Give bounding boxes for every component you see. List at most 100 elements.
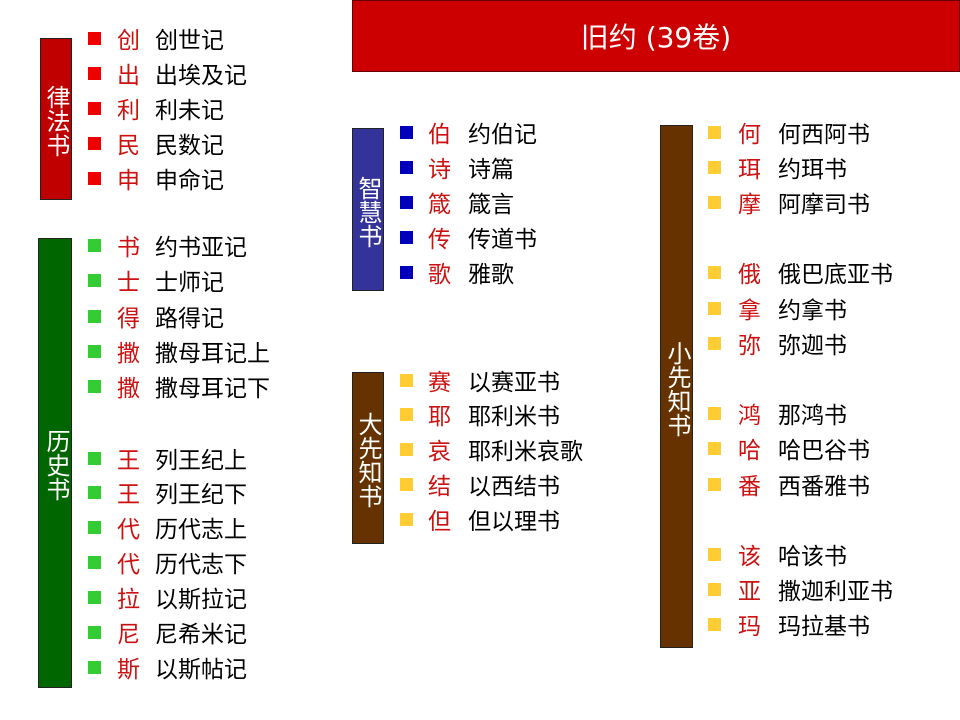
square-bullet-icon: [708, 196, 721, 209]
square-bullet-icon: [708, 583, 721, 596]
book-name: 以斯帖记: [155, 657, 247, 683]
book-abbreviation: 亚: [738, 579, 761, 605]
book-abbreviation: 拉: [117, 587, 140, 613]
book-abbreviation: 斯: [117, 657, 140, 683]
book-name: 耶利米书: [468, 404, 560, 430]
book-abbreviation: 申: [117, 168, 140, 194]
book-name: 西番雅书: [778, 474, 870, 500]
book-abbreviation: 箴: [428, 192, 451, 218]
book-name: 撒母耳记下: [155, 376, 270, 402]
category-label: 历史书: [38, 238, 72, 688]
book-name: 士师记: [155, 270, 224, 296]
book-abbreviation: 创: [117, 28, 140, 54]
book-abbreviation: 利: [117, 98, 140, 124]
book-abbreviation: 士: [117, 270, 140, 296]
book-name: 列王纪下: [155, 482, 247, 508]
square-bullet-icon: [708, 126, 721, 139]
book-name: 约拿书: [778, 298, 847, 324]
book-name: 利未记: [155, 98, 224, 124]
book-abbreviation: 但: [428, 509, 451, 535]
book-abbreviation: 该: [738, 544, 761, 570]
category-label: 大先知书: [352, 372, 384, 544]
book-abbreviation: 摩: [738, 192, 761, 218]
square-bullet-icon: [88, 172, 101, 185]
book-abbreviation: 得: [117, 306, 140, 332]
book-abbreviation: 尼: [117, 622, 140, 648]
book-name: 哈该书: [778, 544, 847, 570]
book-abbreviation: 赛: [428, 370, 451, 396]
book-abbreviation: 民: [117, 133, 140, 159]
book-name: 出埃及记: [155, 63, 247, 89]
book-abbreviation: 俄: [738, 262, 761, 288]
square-bullet-icon: [88, 137, 101, 150]
book-abbreviation: 书: [117, 235, 140, 261]
book-abbreviation: 珥: [738, 157, 761, 183]
book-abbreviation: 玛: [738, 614, 761, 640]
square-bullet-icon: [708, 478, 721, 491]
book-name: 但以理书: [468, 509, 560, 535]
book-abbreviation: 哀: [428, 439, 451, 465]
book-name: 申命记: [155, 168, 224, 194]
square-bullet-icon: [88, 310, 101, 323]
book-name: 列王纪上: [155, 448, 247, 474]
square-bullet-icon: [708, 618, 721, 631]
square-bullet-icon: [88, 521, 101, 534]
square-bullet-icon: [708, 302, 721, 315]
book-name: 何西阿书: [778, 122, 870, 148]
book-abbreviation: 歌: [428, 262, 451, 288]
book-name: 历代志下: [155, 552, 247, 578]
square-bullet-icon: [88, 661, 101, 674]
square-bullet-icon: [708, 442, 721, 455]
book-abbreviation: 王: [117, 448, 140, 474]
book-name: 撒迦利亚书: [778, 579, 893, 605]
square-bullet-icon: [88, 556, 101, 569]
book-name: 诗篇: [468, 157, 514, 183]
book-name: 尼希米记: [155, 622, 247, 648]
book-abbreviation: 何: [738, 122, 761, 148]
book-name: 传道书: [468, 227, 537, 253]
book-abbreviation: 鸿: [738, 403, 761, 429]
book-name: 约书亚记: [155, 235, 247, 261]
book-name: 那鸿书: [778, 403, 847, 429]
square-bullet-icon: [400, 126, 413, 139]
book-abbreviation: 王: [117, 482, 140, 508]
book-name: 以西结书: [468, 474, 560, 500]
square-bullet-icon: [708, 407, 721, 420]
book-abbreviation: 诗: [428, 157, 451, 183]
square-bullet-icon: [88, 239, 101, 252]
book-abbreviation: 结: [428, 474, 451, 500]
book-name: 历代志上: [155, 517, 247, 543]
square-bullet-icon: [88, 591, 101, 604]
book-abbreviation: 撒: [117, 376, 140, 402]
square-bullet-icon: [88, 380, 101, 393]
square-bullet-icon: [708, 266, 721, 279]
book-name: 耶利米哀歌: [468, 439, 583, 465]
square-bullet-icon: [88, 32, 101, 45]
book-abbreviation: 耶: [428, 404, 451, 430]
book-name: 民数记: [155, 133, 224, 159]
book-name: 雅歌: [468, 262, 514, 288]
square-bullet-icon: [400, 478, 413, 491]
square-bullet-icon: [88, 626, 101, 639]
square-bullet-icon: [88, 486, 101, 499]
book-name: 哈巴谷书: [778, 438, 870, 464]
book-abbreviation: 番: [738, 474, 761, 500]
book-name: 以斯拉记: [155, 587, 247, 613]
book-abbreviation: 弥: [738, 333, 761, 359]
square-bullet-icon: [400, 231, 413, 244]
book-name: 约珥书: [778, 157, 847, 183]
book-abbreviation: 哈: [738, 438, 761, 464]
square-bullet-icon: [400, 408, 413, 421]
square-bullet-icon: [400, 374, 413, 387]
book-name: 约伯记: [468, 122, 537, 148]
book-abbreviation: 传: [428, 227, 451, 253]
book-name: 箴言: [468, 192, 514, 218]
book-name: 撒母耳记上: [155, 341, 270, 367]
square-bullet-icon: [400, 443, 413, 456]
square-bullet-icon: [708, 161, 721, 174]
book-name: 以赛亚书: [468, 370, 560, 396]
square-bullet-icon: [708, 548, 721, 561]
category-label: 律法书: [40, 38, 72, 200]
square-bullet-icon: [88, 274, 101, 287]
book-abbreviation: 拿: [738, 298, 761, 324]
